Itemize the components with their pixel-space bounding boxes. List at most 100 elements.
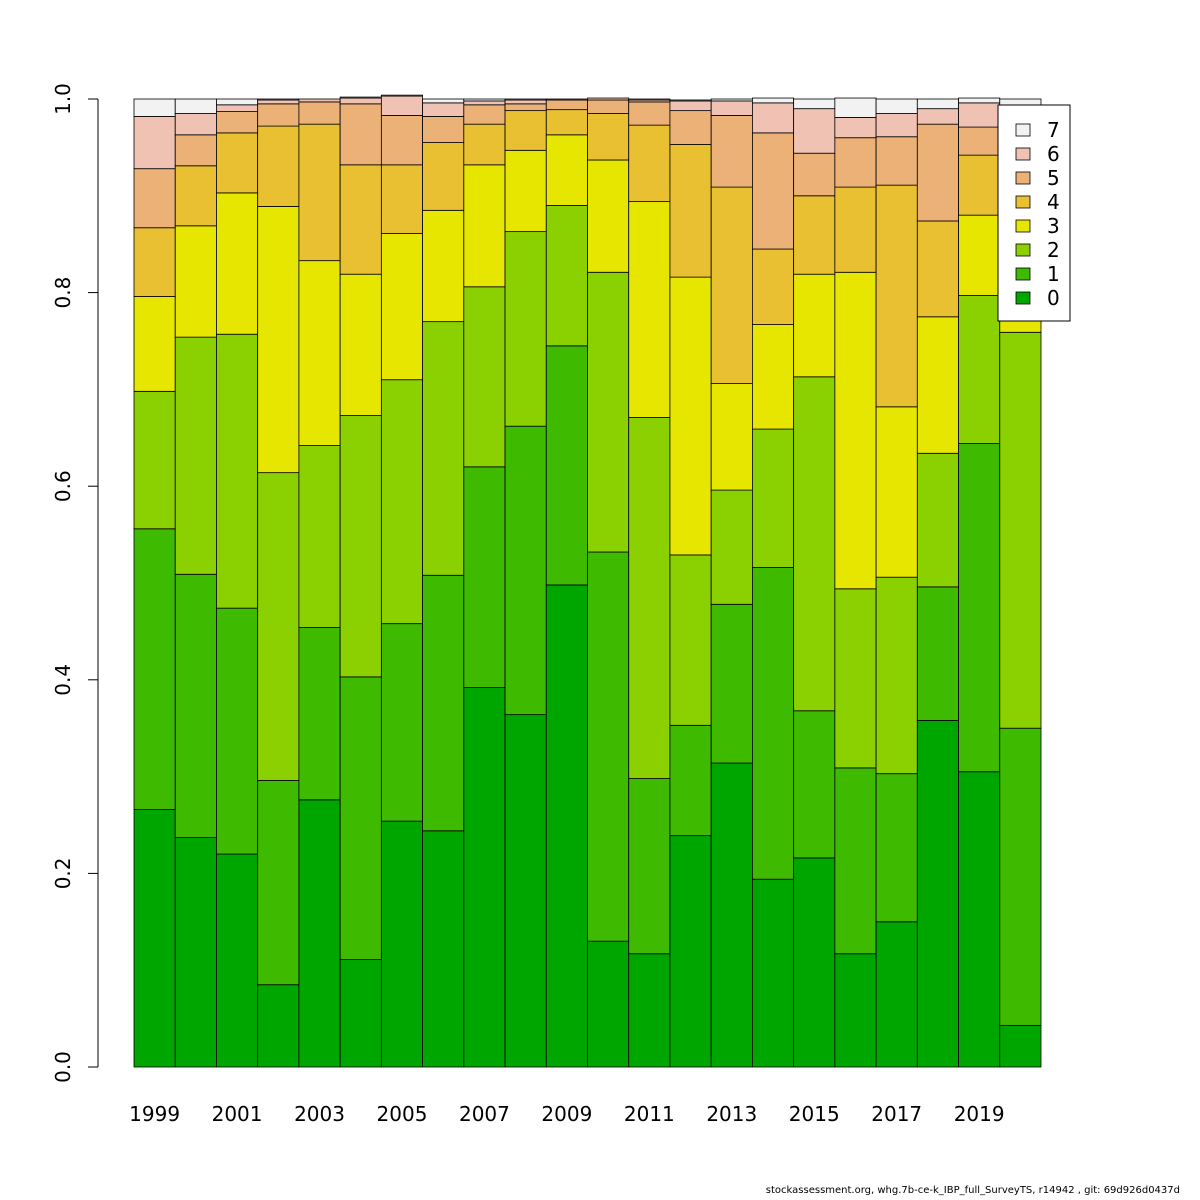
bar-segment-2019-age-0 — [958, 771, 1001, 1068]
bar-segment-1999-age-4 — [133, 227, 176, 297]
legend-label-6: 6 — [1047, 142, 1060, 166]
bar-segment-2000-age-4 — [174, 165, 217, 227]
bar-stack-2016 — [834, 97, 877, 1068]
bar-segment-2013-age-1 — [710, 603, 753, 764]
bar-segment-2011-age-2 — [628, 417, 671, 779]
legend-label-2: 2 — [1047, 238, 1060, 262]
bar-segment-2017-age-4 — [875, 184, 918, 408]
bar-segment-2007-age-3 — [463, 164, 506, 288]
bar-segment-2001-age-7 — [216, 98, 259, 106]
bar-stack-2019 — [958, 97, 1001, 1068]
bar-segment-2002-age-7 — [257, 98, 300, 101]
x-tick-label-2007: 2007 — [459, 1102, 510, 1126]
bar-segment-2007-age-1 — [463, 466, 506, 688]
bar-segment-1999-age-2 — [133, 390, 176, 530]
bar-segment-2011-age-1 — [628, 778, 671, 955]
bar-segment-2004-age-2 — [339, 415, 382, 678]
bar-segment-2015-age-1 — [793, 710, 836, 859]
bar-segment-2013-age-2 — [710, 489, 753, 605]
bar-segment-2013-age-5 — [710, 115, 753, 188]
bar-segment-2005-age-3 — [380, 233, 423, 381]
bar-segment-2018-age-7 — [916, 98, 959, 110]
bar-stack-2004 — [339, 96, 382, 1068]
bar-segment-2019-age-6 — [958, 102, 1001, 128]
bar-segment-2005-age-2 — [380, 379, 423, 625]
bar-segment-2008-age-6 — [504, 99, 547, 105]
legend-label-4: 4 — [1047, 190, 1060, 214]
bar-segment-2016-age-6 — [834, 116, 877, 139]
bar-segment-2018-age-3 — [916, 316, 959, 454]
bar-stack-2008 — [504, 98, 547, 1068]
bar-segment-2020-age-1 — [999, 727, 1042, 1026]
bar-segment-2017-age-6 — [875, 113, 918, 138]
bar-segment-2020-age-2 — [999, 331, 1042, 729]
x-tick-label-2009: 2009 — [541, 1102, 592, 1126]
bar-segment-2004-age-6 — [339, 97, 382, 105]
bar-segment-2007-age-2 — [463, 286, 506, 468]
bar-stack-2013 — [710, 98, 753, 1068]
bar-segment-2019-age-1 — [958, 443, 1001, 773]
x-tick-label-2001: 2001 — [212, 1102, 263, 1126]
bar-segment-2003-age-1 — [298, 627, 341, 801]
legend-label-1: 1 — [1047, 262, 1060, 286]
bar-segment-2010-age-1 — [587, 551, 630, 942]
bar-segment-2003-age-3 — [298, 260, 341, 446]
x-tick-label-2011: 2011 — [624, 1102, 675, 1126]
bar-segment-2009-age-6 — [545, 98, 588, 101]
bar-segment-2017-age-0 — [875, 921, 918, 1068]
bar-segment-2014-age-1 — [752, 567, 795, 880]
bar-stack-2017 — [875, 98, 918, 1068]
bar-segment-2000-age-1 — [174, 573, 217, 838]
bar-segment-2016-age-1 — [834, 767, 877, 955]
bar-segment-1999-age-3 — [133, 296, 176, 392]
bar-segment-2011-age-5 — [628, 101, 671, 126]
bar-stack-2010 — [587, 97, 630, 1068]
x-tick-label-2005: 2005 — [377, 1102, 428, 1126]
bar-segment-2001-age-2 — [216, 333, 259, 609]
bar-segment-2020-age-3 — [999, 320, 1042, 333]
bar-segment-2001-age-3 — [216, 192, 259, 335]
bar-segment-2013-age-7 — [710, 98, 753, 102]
bar-stack-2018 — [916, 98, 959, 1068]
bar-segment-2004-age-0 — [339, 959, 382, 1068]
bar-segment-2011-age-7 — [628, 98, 671, 101]
bar-segment-2003-age-6 — [298, 98, 341, 103]
bar-segment-2002-age-5 — [257, 103, 300, 127]
bar-segment-2003-age-2 — [298, 445, 341, 628]
bar-segment-2008-age-4 — [504, 110, 547, 151]
legend-swatch-1 — [1015, 267, 1031, 281]
bar-segment-2009-age-5 — [545, 99, 588, 111]
bar-segment-2019-age-7 — [958, 97, 1001, 104]
bar-segment-2016-age-0 — [834, 953, 877, 1068]
bar-segment-2013-age-6 — [710, 100, 753, 116]
bar-segment-2004-age-4 — [339, 164, 382, 275]
bar-segment-2010-age-3 — [587, 159, 630, 273]
bar-segment-2005-age-0 — [380, 820, 423, 1068]
bar-segment-2015-age-4 — [793, 195, 836, 275]
bar-segment-2007-age-5 — [463, 104, 506, 125]
legend-swatch-6 — [1015, 147, 1031, 161]
bar-segment-2016-age-2 — [834, 588, 877, 769]
bar-stack-2005 — [380, 94, 423, 1068]
bar-segment-2006-age-6 — [422, 102, 465, 117]
bar-stack-2000 — [174, 98, 217, 1068]
y-tick-label: 0.0 — [51, 1051, 75, 1083]
bar-segment-2005-age-5 — [380, 115, 423, 166]
bar-segment-2012-age-1 — [669, 724, 712, 837]
bar-segment-2010-age-2 — [587, 271, 630, 553]
bar-segment-2019-age-3 — [958, 214, 1001, 296]
bar-segment-2012-age-5 — [669, 110, 712, 145]
bar-segment-2007-age-7 — [463, 98, 506, 102]
bar-segment-2005-age-7 — [380, 94, 423, 97]
bar-segment-2018-age-2 — [916, 452, 959, 588]
bar-segment-2008-age-2 — [504, 231, 547, 427]
bar-segment-2014-age-2 — [752, 428, 795, 568]
bar-segment-2003-age-4 — [298, 123, 341, 262]
bar-segment-2012-age-3 — [669, 276, 712, 556]
bar-segment-2019-age-2 — [958, 295, 1001, 445]
bar-stack-2015 — [793, 98, 836, 1068]
bar-segment-1999-age-0 — [133, 809, 176, 1068]
bar-segment-2018-age-5 — [916, 123, 959, 222]
bar-segment-2002-age-0 — [257, 984, 300, 1068]
bar-segment-2014-age-6 — [752, 102, 795, 134]
